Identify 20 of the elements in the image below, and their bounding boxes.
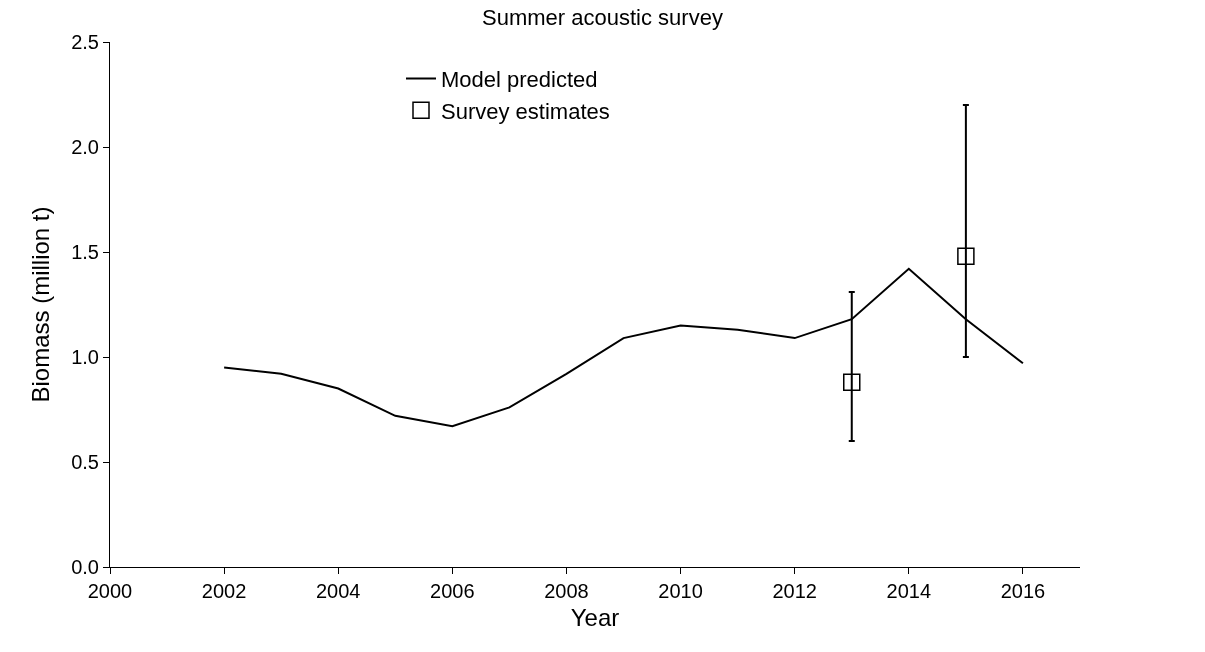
- y-axis-title: Biomass (million t): [27, 206, 55, 403]
- x-tick-label: 2004: [315, 580, 361, 602]
- chart-title: Summer acoustic survey: [482, 5, 723, 31]
- x-tick-label: 2006: [430, 580, 475, 602]
- x-tick-label: 2000: [87, 580, 133, 602]
- legend-label: Model predicted: [441, 67, 598, 93]
- x-tick-label: 2012: [772, 580, 817, 602]
- y-tick-label: 2.0: [71, 136, 99, 158]
- x-tick-label: 2014: [886, 580, 932, 602]
- x-tick-label: 2002: [201, 580, 247, 602]
- x-tick-label: 2010: [658, 580, 703, 602]
- y-tick-label: 1.5: [71, 241, 99, 263]
- x-tick-label: 2016: [1000, 580, 1046, 602]
- y-tick-label: 0.5: [71, 451, 99, 473]
- y-tick-label: 1.0: [71, 346, 99, 368]
- legend-label: Survey estimates: [441, 98, 610, 124]
- y-tick-label: 0.0: [71, 556, 99, 578]
- y-tick-label: 2.5: [71, 31, 99, 53]
- x-axis-title: Year: [570, 604, 620, 632]
- x-tick-label: 2008: [544, 580, 589, 602]
